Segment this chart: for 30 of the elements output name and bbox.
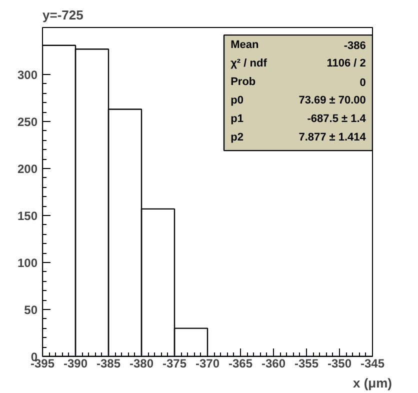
chart-title: y=-725 [42,8,84,22]
x-tick-label: -350 [327,356,352,370]
x-tick-label: -380 [129,356,154,370]
annotation: -687.5 ± 1.4 [307,112,367,125]
annotation: 1106 / 2 [326,58,366,70]
x-tick-label: -375 [162,356,187,370]
annotation: 73.69 ± 70.00 [298,94,366,106]
y-tick-label: 200 [17,162,38,176]
annotation: Mean [230,39,259,52]
x-tick-label: -385 [96,356,121,370]
annotation: 0 [360,77,366,90]
annotation: 7.877 ± 1.414 [298,131,367,144]
annotation: p1 [230,112,244,125]
x-tick-label: -355 [294,356,319,370]
annotation: p0 [230,94,244,106]
x-axis-title: x (μm) [352,376,392,390]
y-tick-label: 300 [17,68,38,82]
y-tick-label: 100 [17,256,38,270]
annotation: Prob [230,76,256,88]
x-tick-label: -365 [228,356,253,370]
y-tick-label: 50 [24,303,38,317]
y-tick-label: 250 [17,115,38,129]
annotation: p2 [230,131,244,144]
y-tick-label: 150 [17,209,38,223]
x-tick-label: -370 [195,356,220,370]
x-tick-label: -360 [261,356,286,370]
x-tick-label: -345 [360,356,385,370]
annotation: χ² / ndf [230,58,268,70]
annotation: -386 [344,40,366,52]
x-tick-label: -390 [63,356,88,370]
